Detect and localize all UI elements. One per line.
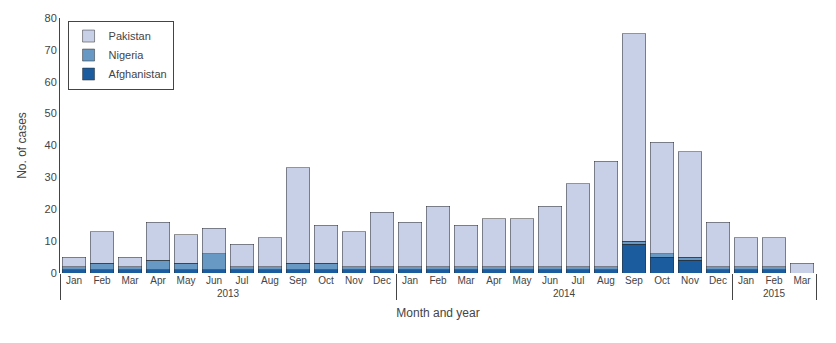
svg-text:10: 10 <box>45 235 57 247</box>
svg-text:Sep: Sep <box>625 275 643 286</box>
svg-text:Dec: Dec <box>373 275 391 286</box>
svg-text:Month and year: Month and year <box>396 306 479 320</box>
svg-text:Feb: Feb <box>765 275 783 286</box>
svg-text:Jan: Jan <box>738 275 754 286</box>
svg-text:70: 70 <box>45 44 57 56</box>
svg-text:80: 80 <box>45 12 57 24</box>
svg-text:May: May <box>513 275 532 286</box>
svg-text:40: 40 <box>45 139 57 151</box>
svg-text:Oct: Oct <box>318 275 334 286</box>
svg-text:0: 0 <box>51 267 57 279</box>
svg-text:Pakistan: Pakistan <box>109 30 151 42</box>
svg-text:Mar: Mar <box>457 275 475 286</box>
svg-text:Jan: Jan <box>402 275 418 286</box>
svg-text:Afghanistan: Afghanistan <box>109 68 167 80</box>
svg-text:Nov: Nov <box>681 275 699 286</box>
svg-text:Apr: Apr <box>150 275 166 286</box>
svg-text:No. of cases: No. of cases <box>15 112 29 179</box>
svg-text:Jul: Jul <box>236 275 249 286</box>
svg-text:Aug: Aug <box>261 275 279 286</box>
svg-text:Dec: Dec <box>709 275 727 286</box>
svg-text:Mar: Mar <box>793 275 811 286</box>
svg-text:60: 60 <box>45 76 57 88</box>
svg-text:Oct: Oct <box>654 275 670 286</box>
svg-text:May: May <box>177 275 196 286</box>
svg-text:Nov: Nov <box>345 275 363 286</box>
svg-text:Jun: Jun <box>542 275 558 286</box>
svg-text:Jan: Jan <box>66 275 82 286</box>
svg-text:30: 30 <box>45 171 57 183</box>
svg-text:Nigeria: Nigeria <box>109 49 145 61</box>
svg-text:Jun: Jun <box>206 275 222 286</box>
svg-text:Jul: Jul <box>572 275 585 286</box>
svg-text:Sep: Sep <box>289 275 307 286</box>
svg-text:Mar: Mar <box>121 275 139 286</box>
svg-text:2013: 2013 <box>217 288 240 299</box>
svg-text:2014: 2014 <box>553 288 576 299</box>
svg-text:Aug: Aug <box>597 275 615 286</box>
svg-text:Feb: Feb <box>93 275 111 286</box>
svg-text:20: 20 <box>45 203 57 215</box>
svg-text:Apr: Apr <box>486 275 502 286</box>
svg-text:50: 50 <box>45 107 57 119</box>
svg-text:2015: 2015 <box>763 288 786 299</box>
svg-text:Feb: Feb <box>429 275 447 286</box>
